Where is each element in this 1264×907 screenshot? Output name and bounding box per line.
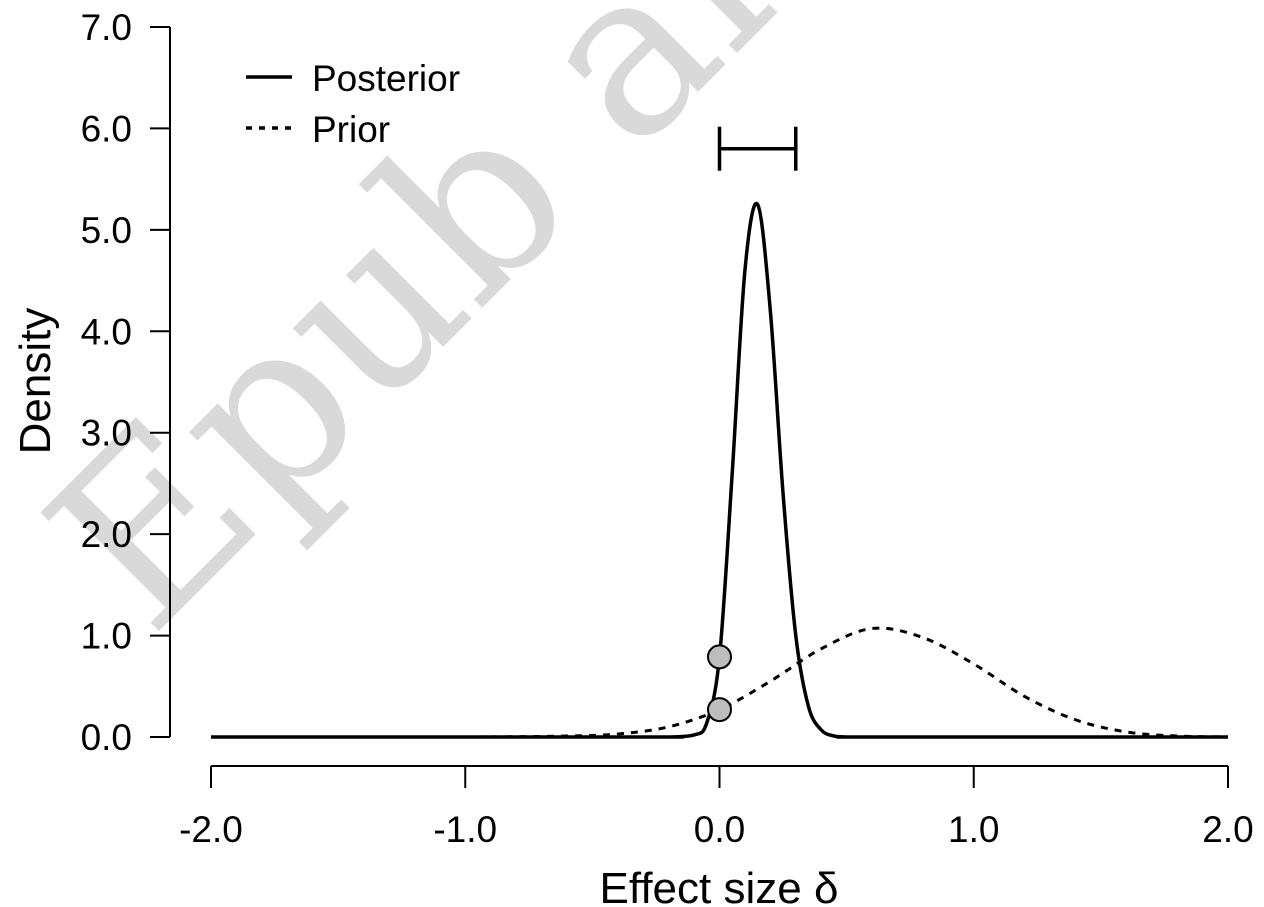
density-point bbox=[707, 697, 732, 723]
posterior-curve bbox=[211, 201, 1228, 739]
y-tick-label: 0.0 bbox=[81, 717, 132, 758]
legend: Posterior Prior bbox=[246, 58, 460, 150]
y-tick-label: 1.0 bbox=[81, 616, 132, 657]
density-point bbox=[707, 644, 732, 670]
x-axis-title: Effect size δ bbox=[600, 864, 839, 907]
x-tick-label: 1.0 bbox=[948, 809, 999, 850]
watermark: Epub ahead bbox=[0, 0, 1171, 679]
y-tick-label: 7.0 bbox=[81, 7, 132, 48]
axes: 0.0 1.0 2.0 3.0 4.0 5.0 6.0 7.0 -2.0 -1.0 0.0 1.0 2.… bbox=[81, 7, 1254, 850]
y-tick-label: 3.0 bbox=[81, 413, 132, 454]
x-tick-label: -1.0 bbox=[433, 809, 497, 850]
prior-curve bbox=[211, 626, 1229, 739]
y-tick-label: 6.0 bbox=[81, 108, 132, 149]
x-tick-label: 2.0 bbox=[1202, 809, 1253, 850]
y-tick-label: 5.0 bbox=[81, 210, 132, 251]
x-tick-label: 0.0 bbox=[694, 809, 745, 850]
y-tick-label: 4.0 bbox=[81, 311, 132, 352]
plot-area bbox=[211, 126, 1229, 739]
legend-posterior-label: Posterior bbox=[312, 58, 460, 99]
x-tick-label: -2.0 bbox=[179, 809, 243, 850]
y-tick-label: 2.0 bbox=[81, 514, 132, 555]
y-axis-title: Density bbox=[11, 308, 60, 455]
legend-prior-label: Prior bbox=[312, 109, 390, 150]
